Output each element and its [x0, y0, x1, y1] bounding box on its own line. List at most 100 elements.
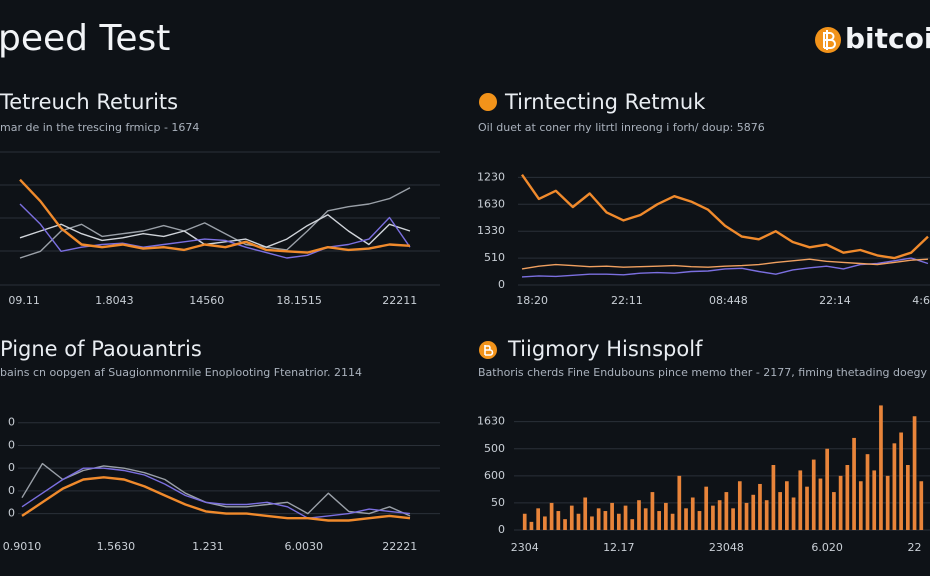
x-tick-label: 1.231	[192, 540, 224, 553]
bar	[536, 508, 541, 530]
y-tick-label: 0	[8, 416, 15, 429]
bar	[711, 505, 715, 530]
bar	[731, 508, 735, 530]
chart-subtitle: mar de in the trescing frmicp - 1674	[0, 121, 199, 134]
bar	[684, 508, 688, 530]
bar	[569, 505, 574, 530]
bar	[778, 492, 782, 530]
x-tick-label: 1.5630	[97, 540, 136, 553]
bar	[664, 502, 668, 530]
y-tick-label: 600	[484, 469, 505, 482]
bar	[825, 448, 830, 530]
bar	[744, 502, 749, 530]
x-tick-label: 18:20	[516, 294, 548, 307]
line-series	[19, 203, 411, 259]
y-tick-label: 0	[8, 461, 15, 474]
x-tick-label: 14560	[189, 294, 224, 307]
bar	[677, 475, 682, 530]
bar	[623, 505, 628, 530]
bar	[845, 465, 850, 530]
bar	[885, 475, 890, 530]
bar	[771, 465, 776, 530]
bar	[811, 459, 816, 530]
chart-subtitle: Oil duet at coner rhy litrtl inreong i f…	[478, 121, 765, 134]
y-tick-label: 1630	[477, 415, 505, 428]
x-tick-label: 23048	[709, 541, 744, 554]
bar	[643, 508, 648, 530]
bar	[717, 500, 722, 530]
x-tick-label: 22211	[382, 294, 417, 307]
bar	[892, 443, 897, 530]
bar	[616, 513, 621, 530]
y-tick-label: 0	[498, 278, 505, 291]
line-series	[19, 187, 411, 259]
bar	[791, 497, 796, 530]
bar	[590, 516, 594, 530]
bar	[872, 470, 877, 530]
brand-name: bitcoi	[845, 22, 930, 55]
x-tick-label: 2304	[511, 541, 539, 554]
bar	[610, 502, 614, 530]
line-series	[21, 467, 411, 519]
bar	[576, 513, 581, 530]
bar	[724, 492, 729, 530]
bar	[919, 481, 924, 530]
bar	[563, 519, 567, 530]
bar	[751, 494, 756, 530]
bar	[522, 513, 527, 530]
chart-title: Tirntecting Retmuk	[504, 90, 706, 114]
line-series	[19, 214, 411, 248]
bar	[603, 511, 608, 530]
bar	[838, 475, 843, 530]
bar	[905, 465, 910, 530]
y-tick-label: 1330	[477, 224, 505, 237]
y-tick-label: 0	[498, 523, 505, 536]
x-tick-label: 6.020	[811, 541, 843, 554]
grid	[0, 151, 440, 286]
x-tick-label: 0.9010	[3, 540, 42, 553]
x-tick-label: 08:448	[709, 294, 748, 307]
x-tick-label: 6.0030	[285, 540, 324, 553]
bar	[912, 416, 917, 530]
line-series	[21, 476, 411, 522]
y-tick-label: 50	[491, 496, 505, 509]
y-tick-label: 510	[484, 251, 505, 264]
y-tick-label: 500	[484, 442, 505, 455]
chart-title: Pigne of Paouantris	[0, 337, 202, 361]
line-series	[521, 258, 929, 270]
line-series	[521, 257, 929, 278]
bar	[858, 481, 863, 530]
bar	[583, 497, 588, 530]
y-tick-label: 1630	[477, 197, 505, 210]
bar	[549, 502, 554, 530]
section-icon-glyph	[484, 345, 494, 356]
bar	[865, 454, 870, 530]
bar	[818, 478, 823, 530]
bar	[832, 492, 836, 530]
line-series	[19, 178, 411, 254]
x-tick-label: 22221	[382, 540, 417, 553]
bar	[556, 511, 561, 530]
bar	[758, 483, 762, 530]
chart-title: Tiigmory Hisnspolf	[507, 337, 703, 361]
x-tick-label: 22:11	[611, 294, 643, 307]
bar	[852, 437, 856, 530]
bar	[630, 519, 635, 530]
page-title: peed Test	[0, 18, 170, 59]
bar	[737, 481, 742, 530]
y-tick-label: 0	[8, 484, 15, 497]
bar	[879, 405, 883, 530]
bar	[805, 486, 809, 530]
x-tick-label: 22:14	[819, 294, 851, 307]
x-tick-label: 4:61	[912, 294, 930, 307]
bar	[657, 511, 661, 530]
line-series	[521, 174, 929, 260]
bar	[697, 511, 702, 530]
bar	[529, 521, 534, 530]
bar	[704, 486, 709, 530]
line-series	[21, 462, 411, 517]
bar	[785, 481, 789, 530]
x-tick-label: 18.1515	[276, 294, 322, 307]
